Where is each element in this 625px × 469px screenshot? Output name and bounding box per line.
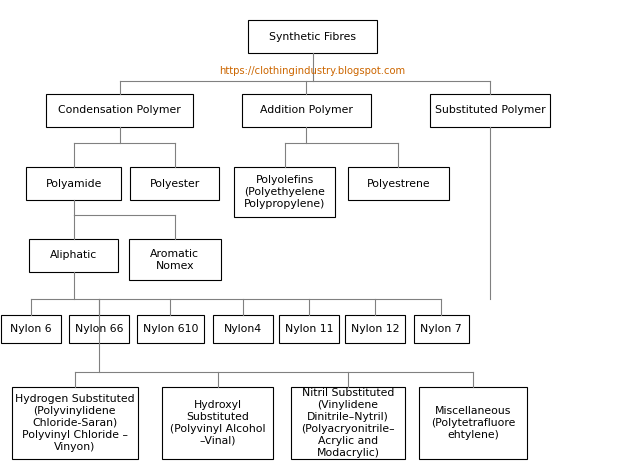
Text: https://clothingindustry.blogspot.com: https://clothingindustry.blogspot.com [219,66,406,76]
Text: Polyamide: Polyamide [46,179,102,189]
Text: Nylon 66: Nylon 66 [75,324,124,334]
Text: Polyolefins
(Polyethyelene
Polypropylene): Polyolefins (Polyethyelene Polypropylene… [244,175,326,209]
Text: Substituted Polymer: Substituted Polymer [435,106,546,115]
FancyBboxPatch shape [137,315,204,342]
FancyBboxPatch shape [69,315,129,342]
FancyBboxPatch shape [291,387,404,459]
Text: Aromatic
Nomex: Aromatic Nomex [150,249,199,271]
FancyBboxPatch shape [234,167,336,217]
FancyBboxPatch shape [414,315,469,342]
Text: Nylon 11: Nylon 11 [285,324,334,334]
FancyBboxPatch shape [348,167,449,200]
FancyBboxPatch shape [213,315,273,342]
FancyBboxPatch shape [345,315,405,342]
Text: Polyestrene: Polyestrene [366,179,430,189]
Text: Nylon4: Nylon4 [224,324,262,334]
FancyBboxPatch shape [12,387,138,459]
Text: Nylon 7: Nylon 7 [420,324,462,334]
FancyBboxPatch shape [279,315,339,342]
FancyBboxPatch shape [26,167,121,200]
Text: Nylon 6: Nylon 6 [10,324,51,334]
Text: Polyester: Polyester [149,179,200,189]
FancyBboxPatch shape [46,94,193,127]
Text: Miscellaneous
(Polytetrafluore
ehtylene): Miscellaneous (Polytetrafluore ehtylene) [431,406,515,440]
FancyBboxPatch shape [1,315,61,342]
FancyBboxPatch shape [242,94,371,127]
Text: Nylon 12: Nylon 12 [351,324,399,334]
Text: Aliphatic: Aliphatic [50,250,98,260]
Text: Synthetic Fibres: Synthetic Fibres [269,32,356,42]
FancyBboxPatch shape [248,20,377,53]
FancyBboxPatch shape [129,239,221,280]
Text: Nylon 610: Nylon 610 [142,324,198,334]
Text: Nitril Substituted
(Vinylidene
Dinitrile–Nytril)
(Polyacryonitrile–
Acrylic and
: Nitril Substituted (Vinylidene Dinitrile… [301,388,395,458]
FancyBboxPatch shape [431,94,550,127]
FancyBboxPatch shape [130,167,219,200]
Text: Condensation Polymer: Condensation Polymer [58,106,181,115]
Text: Hydroxyl
Substituted
(Polyvinyl Alcohol
–Vinal): Hydroxyl Substituted (Polyvinyl Alcohol … [170,400,266,446]
FancyBboxPatch shape [419,387,527,459]
Text: Addition Polymer: Addition Polymer [260,106,352,115]
FancyBboxPatch shape [29,239,118,272]
Text: Hydrogen Substituted
(Polyvinylidene
Chloride-Saran)
Polyvinyl Chloride –
Vinyon: Hydrogen Substituted (Polyvinylidene Chl… [15,394,134,452]
FancyBboxPatch shape [162,387,272,459]
